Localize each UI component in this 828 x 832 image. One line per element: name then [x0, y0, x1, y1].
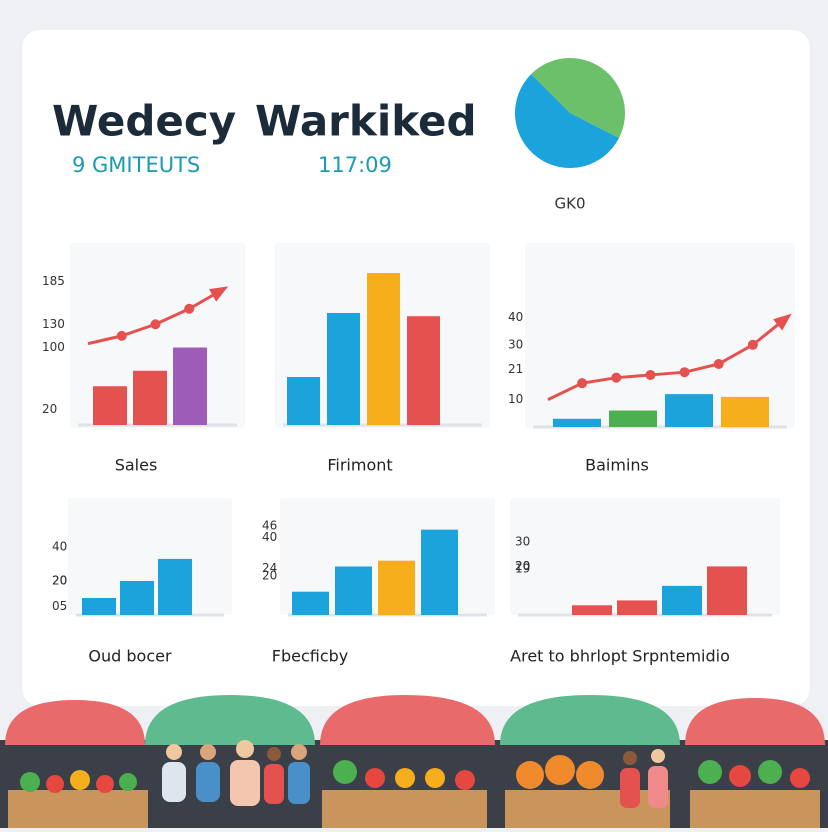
y-tick-label: 130	[42, 317, 65, 331]
y-tick-label: 30	[508, 337, 523, 351]
bar	[407, 316, 440, 425]
y-tick-label: 20	[52, 574, 67, 588]
awning	[685, 698, 825, 745]
bar	[617, 600, 657, 615]
y-tick-label: 30	[515, 535, 530, 549]
title-left: Wedecy	[52, 97, 236, 146]
bar	[93, 386, 127, 425]
y-tick-label: 185	[42, 274, 65, 288]
trend-dot	[577, 378, 588, 389]
trend-dot	[645, 369, 656, 380]
trend-dot	[747, 339, 758, 350]
y-tick-label: 40	[508, 310, 523, 324]
bar	[335, 566, 372, 615]
chart-title: Sales	[115, 456, 158, 475]
y-tick-label: 21	[508, 362, 523, 376]
chart-title: Firimont	[327, 456, 392, 475]
crate	[322, 790, 487, 828]
chart-title: Baimins	[585, 456, 649, 475]
y-tick-label: 19	[515, 561, 530, 575]
trend-dot	[150, 319, 161, 330]
bar	[367, 273, 400, 425]
bar	[82, 598, 116, 615]
awning	[500, 695, 680, 745]
market	[0, 695, 828, 828]
bar	[572, 605, 612, 615]
awning	[5, 700, 145, 745]
produce	[20, 755, 810, 793]
y-tick-label: 46	[262, 518, 277, 532]
chart-title: Fbecficby	[272, 647, 349, 666]
pie-label: GK0	[554, 195, 585, 213]
people	[162, 740, 668, 808]
crate	[8, 790, 148, 828]
bar	[173, 347, 207, 425]
arrow-head	[209, 286, 229, 302]
y-tick-label: 05	[52, 599, 67, 613]
y-tick-label: 20	[262, 569, 277, 583]
bar	[662, 585, 702, 615]
pie-slice	[514, 74, 620, 169]
trend-dot	[713, 358, 724, 369]
bar	[327, 313, 360, 425]
arrow-head	[773, 313, 792, 331]
trend-line	[547, 316, 788, 401]
y-tick-label: 40	[262, 530, 277, 544]
bar	[421, 529, 458, 615]
y-tick-label: 20	[42, 402, 57, 416]
trend-dot	[184, 303, 195, 314]
chart-title: Oud bocer	[88, 647, 172, 666]
y-tick-label: 20	[52, 574, 67, 588]
bar	[158, 558, 192, 615]
trend-dot	[116, 330, 127, 341]
bar	[120, 581, 154, 615]
awning	[145, 695, 315, 745]
y-tick-label: 20	[515, 559, 530, 573]
y-tick-label: 40	[52, 540, 67, 554]
pie-slice	[531, 58, 625, 138]
y-tick-label: 10	[508, 392, 523, 406]
y-tick-label: 24	[262, 561, 277, 575]
title-right: Warkiked	[255, 97, 477, 146]
crate	[505, 790, 670, 828]
bar	[553, 418, 601, 427]
subtitle-left: 9 GMITEUTS	[72, 153, 200, 177]
bar	[721, 396, 769, 427]
bar	[707, 566, 747, 615]
bar	[292, 591, 329, 615]
bar	[378, 560, 415, 615]
trend-dot	[679, 367, 690, 378]
chart-title: Aret to bhrlopt Srpntemidio	[510, 647, 730, 666]
y-tick-label: 100	[42, 340, 65, 354]
bar	[665, 394, 713, 427]
subtitle-right: 117:09	[318, 153, 392, 177]
bar	[287, 377, 320, 425]
y-tick-label: 20	[515, 559, 530, 573]
bar	[133, 370, 167, 425]
crate	[690, 790, 820, 828]
bar	[609, 410, 657, 427]
awning	[320, 695, 495, 745]
trend-dot	[611, 372, 622, 383]
